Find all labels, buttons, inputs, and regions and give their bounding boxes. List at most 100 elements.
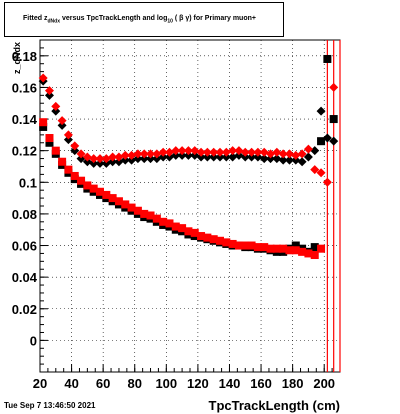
data-point-diamond <box>82 152 92 162</box>
data-point-diamond <box>291 150 301 160</box>
data-point-square <box>184 227 193 236</box>
data-point-square <box>102 190 111 199</box>
chart-title: Fitted zdNdx versus TpcTrackLength and l… <box>23 15 256 24</box>
data-point-diamond <box>209 152 219 162</box>
y-tick-label: 0 <box>30 333 37 348</box>
data-point-square <box>197 232 206 241</box>
data-point-square <box>279 244 288 253</box>
data-point-diamond <box>316 168 326 178</box>
data-point-diamond <box>152 149 162 159</box>
data-point-diamond <box>278 149 288 159</box>
data-point-square <box>310 243 319 252</box>
x-axis-label: TpcTrackLength (cm) <box>209 398 340 413</box>
timestamp: Tue Sep 7 13:46:50 2021 <box>4 401 96 410</box>
data-point-square <box>152 214 161 223</box>
data-point-square <box>247 241 256 250</box>
data-point-diamond <box>63 130 73 140</box>
data-point-square <box>83 181 92 190</box>
data-point-square <box>310 251 319 260</box>
data-point-diamond <box>127 155 137 165</box>
data-point-diamond <box>297 157 307 167</box>
data-point-square <box>253 243 262 252</box>
data-point-square <box>45 138 54 147</box>
data-point-diamond <box>196 152 206 162</box>
y-tick-label: 0.16 <box>12 80 37 95</box>
data-point-square <box>209 235 218 244</box>
data-point-square <box>291 241 300 250</box>
y-tick-label: 0.14 <box>12 112 38 127</box>
x-tick-label: 180 <box>282 376 304 391</box>
data-point-square <box>39 118 48 127</box>
data-point-square <box>272 244 281 253</box>
data-point-square <box>260 243 269 252</box>
y-tick-label: 0.12 <box>12 144 37 159</box>
title-middle: versus TpcTrackLength and log <box>60 15 168 22</box>
data-point-square <box>329 115 338 124</box>
data-point-diamond <box>202 147 212 157</box>
x-tick-label: 20 <box>33 376 47 391</box>
data-point-square <box>178 224 187 233</box>
data-point-diamond <box>291 155 301 165</box>
data-point-diamond <box>38 73 48 83</box>
x-tick-label: 120 <box>187 376 209 391</box>
data-point-square <box>64 165 73 174</box>
data-point-diamond <box>171 150 181 160</box>
data-point-square <box>171 222 180 231</box>
data-point-square <box>241 241 250 250</box>
data-point-square <box>114 197 123 206</box>
data-point-square <box>165 219 174 228</box>
data-point-diamond <box>89 158 99 168</box>
data-point-square <box>70 171 79 180</box>
data-point-diamond <box>272 154 282 164</box>
y-tick-label: 0.18 <box>12 49 37 64</box>
data-point-diamond <box>152 154 162 164</box>
data-point-square <box>45 134 54 143</box>
data-point-diamond <box>108 152 118 162</box>
data-point-diamond <box>120 150 130 160</box>
data-point-square <box>159 217 168 226</box>
title-suffix: ( β γ) for Primary muon+ <box>172 15 256 22</box>
data-point-square <box>127 203 136 212</box>
data-point-diamond <box>57 116 67 126</box>
data-point-diamond <box>278 155 288 165</box>
data-point-diamond <box>202 152 212 162</box>
data-point-square <box>317 244 326 253</box>
data-point-diamond <box>240 147 250 157</box>
y-tick-label: 0.04 <box>12 270 38 285</box>
data-point-diamond <box>303 144 313 154</box>
data-point-diamond <box>234 150 244 160</box>
title-prefix: Fitted z <box>23 15 48 22</box>
data-point-diamond <box>183 150 193 160</box>
data-point-diamond <box>158 152 168 162</box>
data-point-square <box>96 187 104 196</box>
data-point-diamond <box>234 146 244 156</box>
data-point-diamond <box>316 106 326 116</box>
data-point-square <box>298 247 307 256</box>
data-point-diamond <box>253 147 263 157</box>
data-point-diamond <box>82 157 92 167</box>
data-point-diamond <box>284 149 294 159</box>
data-point-diamond <box>101 158 111 168</box>
data-point-square <box>291 246 300 255</box>
data-point-square <box>133 206 142 215</box>
data-point-diamond <box>120 155 130 165</box>
chart-title-box: Fitted zdNdx versus TpcTrackLength and l… <box>4 2 284 37</box>
data-point-diamond <box>310 146 320 156</box>
data-point-diamond <box>76 154 86 164</box>
data-point-diamond <box>228 146 238 156</box>
data-point-square <box>89 184 98 193</box>
data-point-diamond <box>146 154 156 164</box>
data-point-diamond <box>190 150 200 160</box>
data-point-diamond <box>139 149 149 159</box>
data-point-square <box>51 146 60 155</box>
data-point-diamond <box>209 147 219 157</box>
data-point-diamond <box>183 146 193 156</box>
x-tick-label: 80 <box>128 376 142 391</box>
data-point-diamond <box>114 152 124 162</box>
data-point-diamond <box>266 149 276 159</box>
data-point-diamond <box>329 136 339 146</box>
data-point-diamond <box>228 152 238 162</box>
data-point-diamond <box>44 90 54 100</box>
data-point-square <box>140 209 149 218</box>
data-point-diamond <box>101 154 111 164</box>
